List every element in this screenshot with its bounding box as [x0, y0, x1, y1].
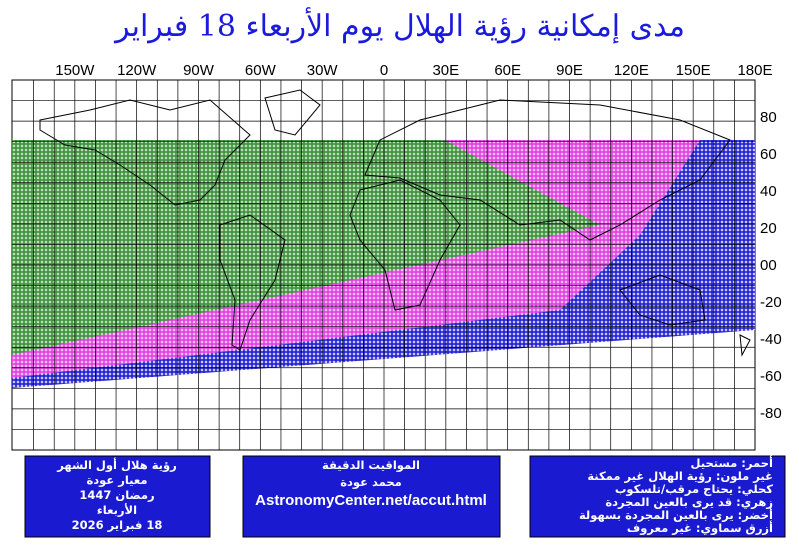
lon-label: 150W	[55, 62, 95, 79]
lat-label: 80	[760, 109, 777, 126]
lon-label: 120E	[614, 62, 649, 79]
graticule	[12, 80, 755, 450]
map-title: مدى إمكانية رؤية الهلال يوم الأربعاء 18 …	[113, 8, 685, 44]
lon-label: 60E	[494, 62, 521, 79]
map	[11, 79, 756, 451]
lat-label: -80	[760, 405, 782, 422]
lat-label: -40	[760, 331, 782, 348]
lon-label: 150E	[676, 62, 711, 79]
lat-label: 40	[760, 183, 777, 200]
info-left-box	[24, 455, 211, 538]
lat-label: -20	[760, 294, 782, 311]
lon-label: 90W	[183, 62, 215, 79]
lon-labels: 150W 120W 90W 60W 30W 0 30E 60E 90E 120E 150E 180E	[55, 62, 772, 79]
legend-line: غير ملون: رؤية الهلال غير ممكنة	[587, 469, 773, 484]
legend-line: زهري: قد يرى بالعين المجردة	[605, 495, 773, 509]
info-left-line: الأربعاء	[97, 503, 137, 517]
lat-label: 00	[760, 257, 777, 274]
info-left-line: 18 فبراير 2026	[72, 518, 163, 532]
info-middle-line: المواقيت الدقيقة	[322, 458, 420, 473]
lat-labels: 80 60 40 20 00 -20 -40 -60 -80	[760, 109, 782, 422]
lon-label: 60W	[245, 62, 277, 79]
lat-label: -60	[760, 368, 782, 385]
south-america	[219, 214, 286, 351]
info-left-line: رمضان 1447	[79, 488, 154, 502]
lon-label: 120W	[117, 62, 157, 79]
lat-label: 20	[760, 220, 777, 237]
lon-label: 30E	[432, 62, 459, 79]
legend-line: كحلي: يحتاج مرقب/تلسكوب	[615, 482, 773, 497]
legend-line: أخضر: يرى بالعين المجردة بسهولة	[579, 507, 773, 523]
info-middle-box	[242, 455, 501, 538]
legend-line: أزرق سماوي: غير معروف	[627, 520, 773, 536]
africa	[349, 179, 461, 311]
legend-line: أحمر: مستحيل	[691, 455, 773, 470]
australia	[619, 274, 706, 326]
lon-label: 90E	[556, 62, 583, 79]
info-left-line: رؤية هلال أول الشهر	[56, 457, 177, 473]
lon-label: 30W	[307, 62, 339, 79]
legend-box	[529, 455, 786, 538]
info-middle-line: محمد عودة	[340, 475, 402, 490]
north-america	[39, 99, 251, 206]
lon-label: 0	[380, 62, 388, 79]
lat-label: 60	[760, 146, 777, 163]
info-url: AstronomyCenter.net/accut.html	[255, 492, 487, 509]
greenland	[264, 89, 321, 136]
info-left-line: معيار عودة	[86, 473, 147, 488]
region-naked-eye-easy	[12, 140, 600, 355]
lon-label: 180E	[737, 62, 772, 79]
